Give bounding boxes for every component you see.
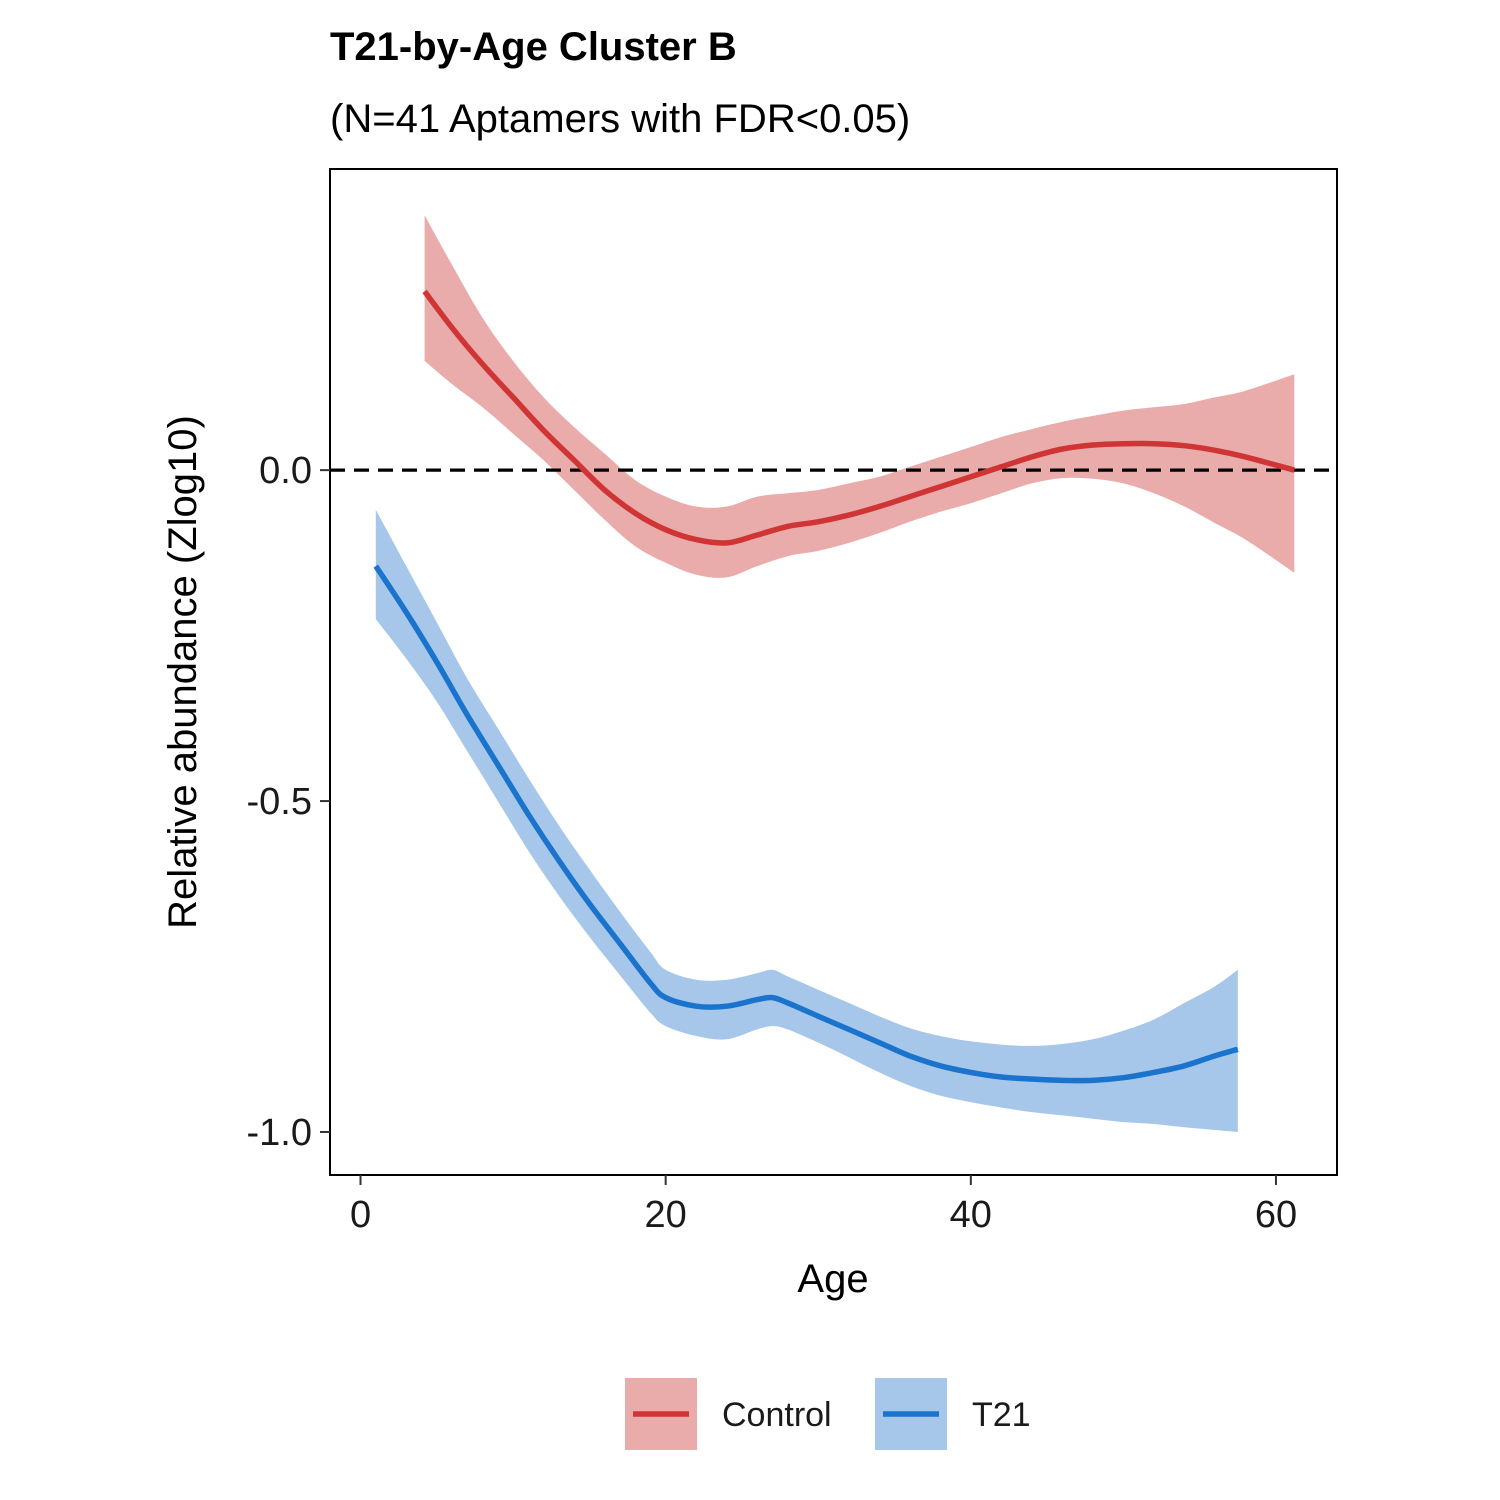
y-axis-title: Relative abundance (Zlog10)	[161, 415, 205, 929]
ribbon-t21	[375, 509, 1238, 1132]
x-tick-label: 60	[1255, 1194, 1297, 1236]
y-tick-label: 0.0	[259, 450, 312, 492]
x-tick-label: 0	[350, 1194, 371, 1236]
legend-label-t21: T21	[972, 1396, 1031, 1434]
plot-panel	[320, 168, 1338, 1185]
panel-border	[329, 168, 1338, 1176]
y-tick-label: -1.0	[247, 1112, 312, 1154]
legend: Control T21	[625, 1378, 1031, 1450]
line-t21	[373, 564, 1239, 1084]
y-tick-label: -0.5	[247, 781, 312, 823]
chart-subtitle: (N=41 Aptamers with FDR<0.05)	[330, 97, 910, 141]
legend-label-control: Control	[722, 1396, 832, 1434]
x-axis-title: Age	[797, 1257, 868, 1301]
ribbon-control	[424, 215, 1295, 578]
chart-title: T21-by-Age Cluster B	[330, 25, 737, 69]
x-tick-label: 40	[950, 1194, 992, 1236]
line-control	[422, 289, 1296, 546]
x-tick-label: 20	[645, 1194, 687, 1236]
